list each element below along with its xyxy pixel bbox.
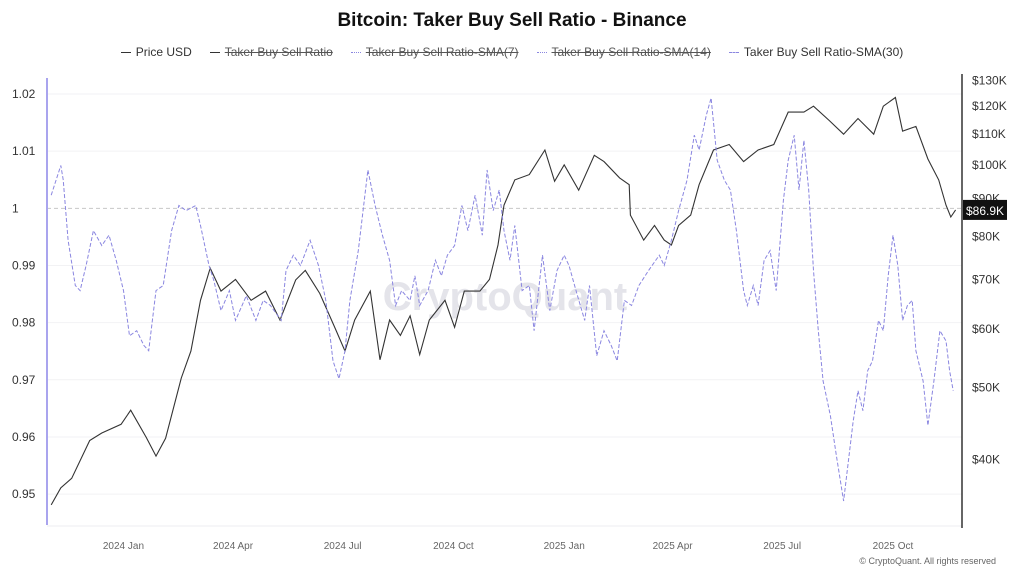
chart-title: Bitcoin: Taker Buy Sell Ratio - Binance — [337, 10, 687, 31]
y-right-tick-label: $80K — [972, 229, 1000, 243]
x-tick-label: 2024 Apr — [213, 541, 254, 552]
current-price-badge — [963, 199, 1007, 220]
price-usd-line — [50, 96, 957, 506]
legend-swatch — [728, 51, 739, 53]
legend: Price USD Taker Buy Sell Ratio Taker Buy… — [0, 45, 1024, 59]
y-left-tick-label: 0.96 — [12, 430, 36, 444]
y-left-tick-label: 1.01 — [12, 144, 36, 158]
legend-label: Taker Buy Sell Ratio-SMA(14) — [551, 45, 711, 59]
x-tick-label: 2024 Jul — [324, 541, 362, 552]
legend-label: Price USD — [135, 45, 192, 59]
x-tick-label: 2024 Oct — [433, 541, 474, 552]
legend-swatch — [350, 51, 361, 53]
y-left-tick-label: 0.98 — [12, 316, 36, 330]
y-left-tick-label: 1.02 — [12, 87, 36, 101]
legend-label: Taker Buy Sell Ratio — [224, 45, 333, 59]
y-right-tick-label: $40K — [972, 452, 1000, 466]
x-tick-label: 2025 Jul — [763, 541, 801, 552]
y-right-tick-label: $50K — [972, 381, 1000, 395]
legend-item-sma30[interactable]: Taker Buy Sell Ratio-SMA(30) — [728, 45, 904, 59]
legend-label: Taker Buy Sell Ratio-SMA(7) — [365, 45, 519, 59]
copyright-footer: © CryptoQuant. All rights reserved — [859, 556, 996, 566]
y-right-tick-label: $100K — [972, 158, 1007, 172]
y-right-tick-label: $130K — [972, 73, 1007, 87]
legend-label: Taker Buy Sell Ratio-SMA(30) — [743, 45, 904, 59]
x-tick-label: 2025 Oct — [873, 541, 914, 552]
legend-item-sma7[interactable]: Taker Buy Sell Ratio-SMA(7) — [350, 45, 519, 59]
watermark: CryptoQuant — [383, 275, 627, 319]
legend-swatch — [536, 51, 547, 53]
y-left-tick-label: 0.99 — [12, 258, 36, 272]
legend-item-ratio[interactable]: Taker Buy Sell Ratio — [209, 45, 333, 59]
taker-ratio-sma30-line — [50, 97, 954, 502]
y-right-tick-label: $110K — [972, 127, 1006, 141]
y-left-tick-label: 0.97 — [12, 373, 36, 387]
x-tick-label: 2025 Apr — [653, 541, 694, 552]
x-tick-label: 2025 Jan — [544, 541, 585, 552]
legend-item-sma14[interactable]: Taker Buy Sell Ratio-SMA(14) — [536, 45, 711, 59]
legend-swatch — [120, 51, 131, 53]
x-tick-label: 2024 Jan — [103, 541, 144, 552]
y-right-tick-label: $120K — [972, 99, 1007, 113]
y-right-tick-label: $60K — [972, 322, 1000, 336]
legend-swatch — [209, 51, 220, 53]
legend-item-price[interactable]: Price USD — [120, 45, 192, 59]
y-left-tick-label: 1 — [12, 201, 19, 215]
y-right-tick-label: $70K — [972, 272, 1000, 286]
y-left-tick-label: 0.95 — [12, 487, 36, 501]
current-price-label: $86.9K — [966, 204, 1004, 218]
